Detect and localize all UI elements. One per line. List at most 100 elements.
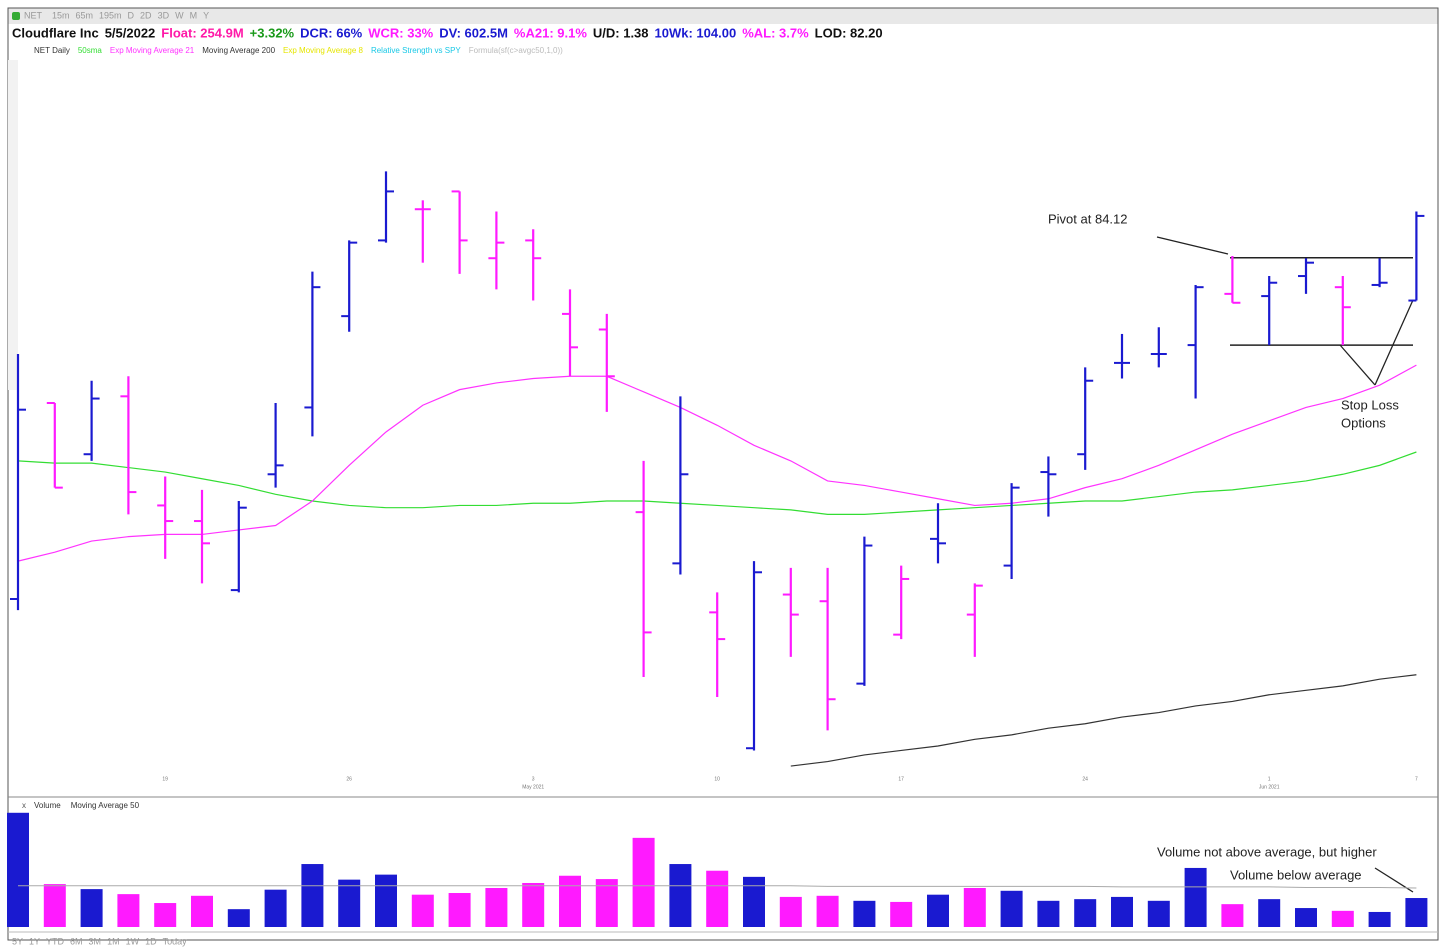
range-button: 1W bbox=[126, 936, 140, 946]
annotation: Volume not above average, but higher bbox=[1157, 844, 1377, 859]
volume-bar bbox=[743, 876, 765, 927]
legend-entry: Moving Average 200 bbox=[202, 46, 275, 55]
range-button: 5Y bbox=[12, 936, 23, 946]
timeframe-button: M bbox=[190, 10, 198, 20]
volume-bar bbox=[963, 888, 986, 927]
volume-average-line bbox=[18, 885, 1417, 889]
month-label: Jun 2021 bbox=[1259, 784, 1280, 790]
legend-entry: Relative Strength vs SPY bbox=[371, 46, 461, 55]
volume-bar bbox=[1405, 898, 1428, 927]
volume-bar bbox=[301, 864, 324, 927]
volume-bar bbox=[1000, 890, 1023, 927]
volume-bar bbox=[1184, 867, 1207, 927]
x-tick-label: 24 bbox=[1082, 776, 1088, 782]
volume-bar bbox=[117, 894, 140, 927]
timeframe-button: 65m bbox=[76, 10, 94, 20]
x-tick-label: 7 bbox=[1415, 776, 1418, 782]
month-label: May 2021 bbox=[522, 784, 544, 790]
volume-bar bbox=[1331, 910, 1354, 927]
volume-bar bbox=[43, 884, 66, 927]
volume-bar bbox=[1221, 904, 1244, 927]
volume-bar bbox=[338, 879, 361, 927]
x-tick-label: 3 bbox=[532, 776, 535, 782]
volume-bar bbox=[1147, 900, 1170, 927]
volume-bar bbox=[1037, 900, 1060, 927]
volume-bar bbox=[853, 900, 876, 927]
timeframe-button: 15m bbox=[52, 10, 70, 20]
stat: DV: 602.5M bbox=[439, 25, 508, 40]
volume-bar bbox=[80, 889, 103, 927]
annotation: Stop Loss bbox=[1341, 397, 1399, 412]
volume-bar bbox=[411, 894, 434, 927]
volume-bar bbox=[669, 864, 692, 927]
x-tick-label: 10 bbox=[714, 776, 720, 782]
annotation: Volume below average bbox=[1230, 867, 1362, 882]
legend-entry: NET Daily bbox=[34, 46, 70, 55]
annotation: Options bbox=[1341, 415, 1386, 430]
x-tick-label: 26 bbox=[346, 776, 352, 782]
x-tick-label: 1 bbox=[1268, 776, 1271, 782]
range-button: 1Y bbox=[29, 936, 40, 946]
range-button: YTD bbox=[46, 936, 65, 946]
symbol: NET bbox=[24, 10, 43, 20]
timeframe-button: 195m bbox=[99, 10, 122, 20]
x-tick-label: 17 bbox=[898, 776, 904, 782]
volume-bar bbox=[559, 875, 581, 927]
volume-bar bbox=[816, 895, 839, 927]
moving-average-line bbox=[17, 451, 1417, 515]
date: 5/5/2022 bbox=[105, 25, 156, 40]
volume-bar bbox=[1111, 896, 1133, 927]
company-name: Cloudflare Inc bbox=[12, 25, 99, 40]
pointer-line bbox=[1374, 299, 1414, 386]
range-button: Today bbox=[163, 936, 188, 946]
x-tick-label: 19 bbox=[162, 776, 168, 782]
volume-bar bbox=[890, 901, 913, 927]
stat: %AL: 3.7% bbox=[742, 25, 809, 40]
volume-bar bbox=[779, 896, 802, 927]
volume-bar bbox=[227, 909, 250, 927]
legend-entry: Moving Average 50 bbox=[71, 801, 140, 810]
volume-bar bbox=[706, 870, 729, 927]
timeframe-button: 3D bbox=[158, 10, 170, 20]
legend-entry: 50sma bbox=[78, 46, 103, 55]
legend-entry: Exp Moving Average 8 bbox=[283, 46, 363, 55]
volume-bar bbox=[632, 837, 655, 927]
timeframe-button: D bbox=[128, 10, 135, 20]
stat: U/D: 1.38 bbox=[593, 25, 649, 40]
volume-bar bbox=[1074, 899, 1097, 927]
volume-bar bbox=[1295, 908, 1317, 927]
legend-entry: Exp Moving Average 21 bbox=[110, 46, 195, 55]
toolbar bbox=[8, 8, 1438, 24]
legend-entry: Formula(sf(c>avgc50,1,0)) bbox=[469, 46, 563, 55]
stat: WCR: 33% bbox=[368, 25, 433, 40]
volume-bar bbox=[1368, 911, 1391, 927]
timeframe-button: W bbox=[175, 10, 184, 20]
timeframe-button: Y bbox=[203, 10, 209, 20]
stat: Float: 254.9M bbox=[161, 25, 243, 40]
legend-entry: Volume bbox=[34, 801, 61, 810]
volume-bar bbox=[375, 874, 397, 927]
range-button: 3M bbox=[89, 936, 102, 946]
stat: DCR: 66% bbox=[300, 25, 363, 40]
range-button: 1M bbox=[107, 936, 120, 946]
side-strip bbox=[8, 60, 18, 390]
volume-bar bbox=[595, 879, 618, 927]
pointer-line bbox=[1156, 236, 1229, 255]
volume-bar bbox=[522, 882, 545, 927]
volume-bar bbox=[154, 903, 177, 927]
moving-average-line bbox=[17, 364, 1417, 562]
volume-bar bbox=[448, 893, 471, 927]
range-button: 6M bbox=[70, 936, 83, 946]
volume-bar bbox=[1258, 899, 1281, 927]
stat: +3.32% bbox=[250, 25, 295, 40]
icon bbox=[12, 12, 20, 20]
frame bbox=[7, 7, 1439, 941]
volume-bar bbox=[264, 889, 287, 927]
timeframe-button: 2D bbox=[140, 10, 152, 20]
volume-bar bbox=[485, 888, 508, 927]
stat: LOD: 82.20 bbox=[815, 25, 883, 40]
close-button: x bbox=[22, 801, 26, 810]
stat: %A21: 9.1% bbox=[514, 25, 587, 40]
